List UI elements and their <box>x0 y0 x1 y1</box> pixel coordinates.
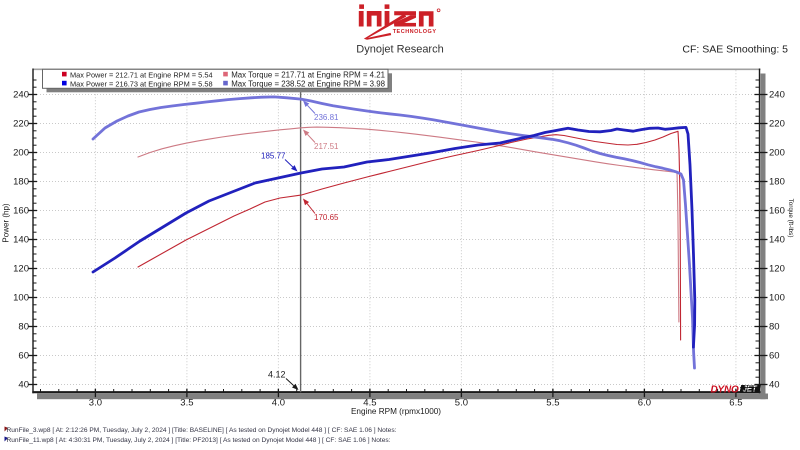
svg-text:236.81: 236.81 <box>314 113 339 122</box>
svg-text:80: 80 <box>18 322 29 333</box>
svg-text:160: 160 <box>769 206 785 217</box>
svg-text:240: 240 <box>13 90 29 101</box>
svg-text:4.12: 4.12 <box>268 370 286 380</box>
svg-text:180: 180 <box>769 177 785 188</box>
svg-text:6.0: 6.0 <box>638 398 651 409</box>
svg-text:JET: JET <box>743 385 758 394</box>
svg-text:160: 160 <box>13 206 29 217</box>
svg-text:Max Torque = 217.71 at Engine: Max Torque = 217.71 at Engine RPM = 4.21 <box>231 71 385 80</box>
svg-text:Power (hp): Power (hp) <box>2 203 11 242</box>
svg-text:Max Power = 216.73 at Engine R: Max Power = 216.73 at Engine RPM = 5.58 <box>70 80 213 89</box>
svg-text:100: 100 <box>769 293 785 304</box>
svg-text:220: 220 <box>13 119 29 130</box>
svg-text:60: 60 <box>769 351 780 362</box>
svg-text:140: 140 <box>769 235 785 246</box>
svg-text:6.5: 6.5 <box>729 398 742 409</box>
svg-text:200: 200 <box>769 148 785 159</box>
svg-text:40: 40 <box>18 380 29 391</box>
svg-text:4.0: 4.0 <box>272 398 285 409</box>
svg-text:180: 180 <box>13 177 29 188</box>
svg-text:5.5: 5.5 <box>546 398 559 409</box>
svg-text:240: 240 <box>769 90 785 101</box>
svg-text:120: 120 <box>13 264 29 275</box>
svg-text:100: 100 <box>13 293 29 304</box>
svg-text:170.65: 170.65 <box>314 213 339 222</box>
svg-text:3.0: 3.0 <box>89 398 102 409</box>
svg-text:4.5: 4.5 <box>363 398 376 409</box>
svg-text:DYNO: DYNO <box>711 384 740 395</box>
svg-text:Engine RPM (rpmx1000): Engine RPM (rpmx1000) <box>351 407 441 416</box>
svg-text:Dynojet Research: Dynojet Research <box>356 44 443 56</box>
svg-text:Torque (ft-lbs): Torque (ft-lbs) <box>787 199 794 238</box>
svg-text:3.5: 3.5 <box>180 398 193 409</box>
svg-text:140: 140 <box>13 235 29 246</box>
svg-text:TECHNOLOGY: TECHNOLOGY <box>393 29 437 35</box>
svg-text:Max Power = 212.71 at Engine R: Max Power = 212.71 at Engine RPM = 5.54 <box>70 71 213 80</box>
svg-text:80: 80 <box>769 322 780 333</box>
svg-text:185.77: 185.77 <box>261 152 286 161</box>
svg-text:5.0: 5.0 <box>455 398 468 409</box>
svg-text:217.51: 217.51 <box>314 142 339 151</box>
svg-text:RunFile_3.wp8 [ At: 2:12:26 PM: RunFile_3.wp8 [ At: 2:12:26 PM, Tuesday,… <box>7 427 397 434</box>
svg-text:Max Torque = 238.52 at Engine: Max Torque = 238.52 at Engine RPM = 3.98 <box>231 80 385 89</box>
svg-text:CF: SAE Smoothing: 5: CF: SAE Smoothing: 5 <box>682 44 788 56</box>
svg-text:220: 220 <box>769 119 785 130</box>
svg-text:RunFile_11.wp8 [ At: 4:30:31 P: RunFile_11.wp8 [ At: 4:30:31 PM, Tuesday… <box>7 437 391 444</box>
svg-text:120: 120 <box>769 264 785 275</box>
svg-text:200: 200 <box>13 148 29 159</box>
svg-text:40: 40 <box>769 380 780 391</box>
svg-text:60: 60 <box>18 351 29 362</box>
